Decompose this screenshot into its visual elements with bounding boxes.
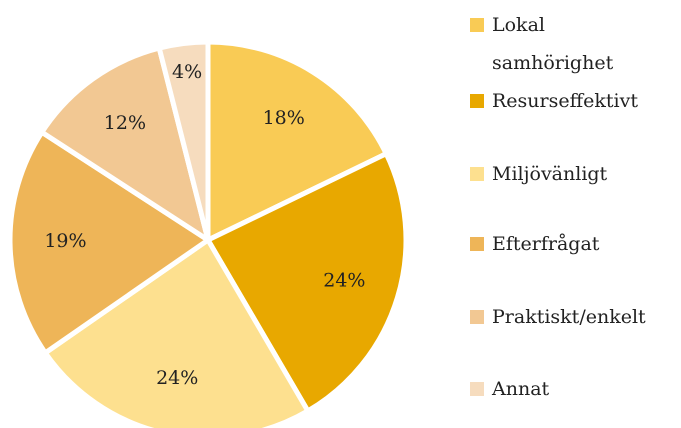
slice-label: 4% [172, 61, 202, 83]
legend-label: Resurseffektivt [492, 90, 638, 112]
legend-item: Miljövänligt [470, 155, 607, 193]
legend-label: Praktiskt/enkelt [492, 306, 646, 328]
legend-label: Efterfrågat [492, 233, 600, 255]
legend-label: Annat [492, 378, 550, 400]
pie-slice [204, 150, 409, 415]
legend-label: Miljövänligt [492, 163, 608, 185]
legend-item: Resurseffektivt [470, 82, 638, 120]
legend-swatch [470, 310, 484, 324]
slice-label: 19% [44, 230, 86, 252]
slice-label: 18% [263, 107, 305, 129]
slice-label: 24% [156, 367, 198, 389]
legend-item: Annat [470, 370, 549, 408]
pie-slice [41, 236, 312, 428]
legend-swatch [470, 18, 484, 32]
legend-swatch [470, 167, 484, 181]
slice-label: 12% [104, 112, 146, 134]
slice-label: 24% [323, 270, 365, 292]
legend-label: Lokal samhörighet [492, 14, 614, 74]
legend-swatch [470, 237, 484, 251]
legend-item: Praktiskt/enkelt [470, 298, 646, 336]
legend-item: Efterfrågat [470, 225, 599, 263]
legend-swatch [470, 382, 484, 396]
pie-slice [7, 128, 213, 357]
pie-slice [38, 45, 212, 246]
legend-swatch [470, 94, 484, 108]
pie-slice [205, 39, 390, 244]
legend-item: Lokal samhörighet [470, 6, 662, 82]
pie-slice [156, 39, 211, 241]
